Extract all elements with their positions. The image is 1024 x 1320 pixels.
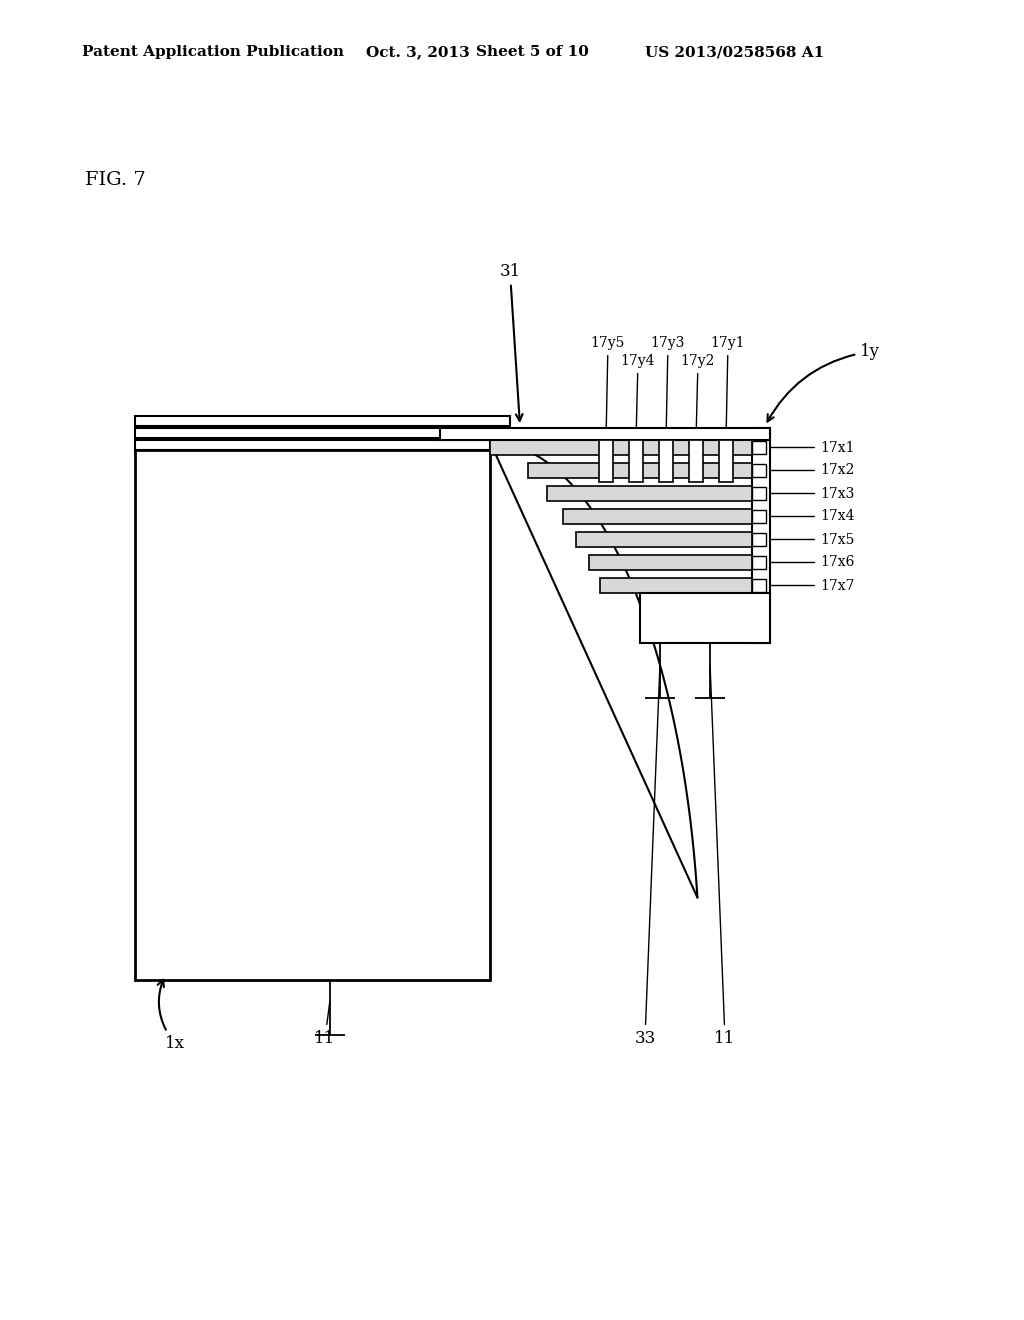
- Text: 11: 11: [314, 1003, 336, 1047]
- Text: 17x1: 17x1: [771, 441, 854, 454]
- Bar: [440, 428, 770, 440]
- Text: 17y5: 17y5: [591, 337, 626, 437]
- Bar: [752, 510, 766, 523]
- Polygon shape: [547, 486, 752, 502]
- Polygon shape: [562, 510, 752, 524]
- Text: 17y4: 17y4: [621, 354, 655, 437]
- Bar: [752, 579, 766, 591]
- Text: 17x6: 17x6: [771, 556, 854, 569]
- Bar: [752, 556, 766, 569]
- Text: 17x7: 17x7: [771, 578, 854, 593]
- Bar: [135, 440, 490, 450]
- Text: Patent Application Publication: Patent Application Publication: [82, 45, 344, 59]
- Bar: [719, 440, 733, 482]
- Bar: [752, 533, 766, 546]
- Text: 11: 11: [710, 665, 735, 1047]
- Text: Oct. 3, 2013: Oct. 3, 2013: [366, 45, 470, 59]
- Bar: [640, 593, 770, 643]
- Bar: [135, 450, 490, 979]
- Text: 1x: 1x: [158, 979, 185, 1052]
- Text: 17x5: 17x5: [771, 532, 854, 546]
- Text: 17y2: 17y2: [681, 354, 715, 437]
- Bar: [599, 440, 613, 482]
- Bar: [752, 428, 770, 643]
- Polygon shape: [490, 440, 752, 455]
- Polygon shape: [527, 463, 752, 478]
- Text: 17y1: 17y1: [711, 337, 745, 437]
- Bar: [629, 440, 643, 482]
- Text: 17x4: 17x4: [771, 510, 854, 524]
- Bar: [135, 428, 500, 438]
- Bar: [752, 465, 766, 477]
- Bar: [752, 487, 766, 500]
- Text: 17x3: 17x3: [771, 487, 854, 500]
- Text: 17x2: 17x2: [771, 463, 854, 478]
- Bar: [689, 440, 703, 482]
- Text: Sheet 5 of 10: Sheet 5 of 10: [476, 45, 589, 59]
- Bar: [752, 441, 766, 454]
- Bar: [659, 440, 673, 482]
- Text: 17y3: 17y3: [651, 337, 685, 437]
- Text: FIG. 7: FIG. 7: [85, 172, 145, 189]
- Text: 33: 33: [635, 665, 659, 1047]
- Polygon shape: [589, 554, 752, 570]
- Polygon shape: [577, 532, 752, 546]
- Bar: [135, 416, 510, 426]
- Polygon shape: [600, 578, 752, 593]
- Text: 1y: 1y: [767, 343, 880, 421]
- Text: US 2013/0258568 A1: US 2013/0258568 A1: [645, 45, 824, 59]
- Text: 31: 31: [500, 263, 522, 421]
